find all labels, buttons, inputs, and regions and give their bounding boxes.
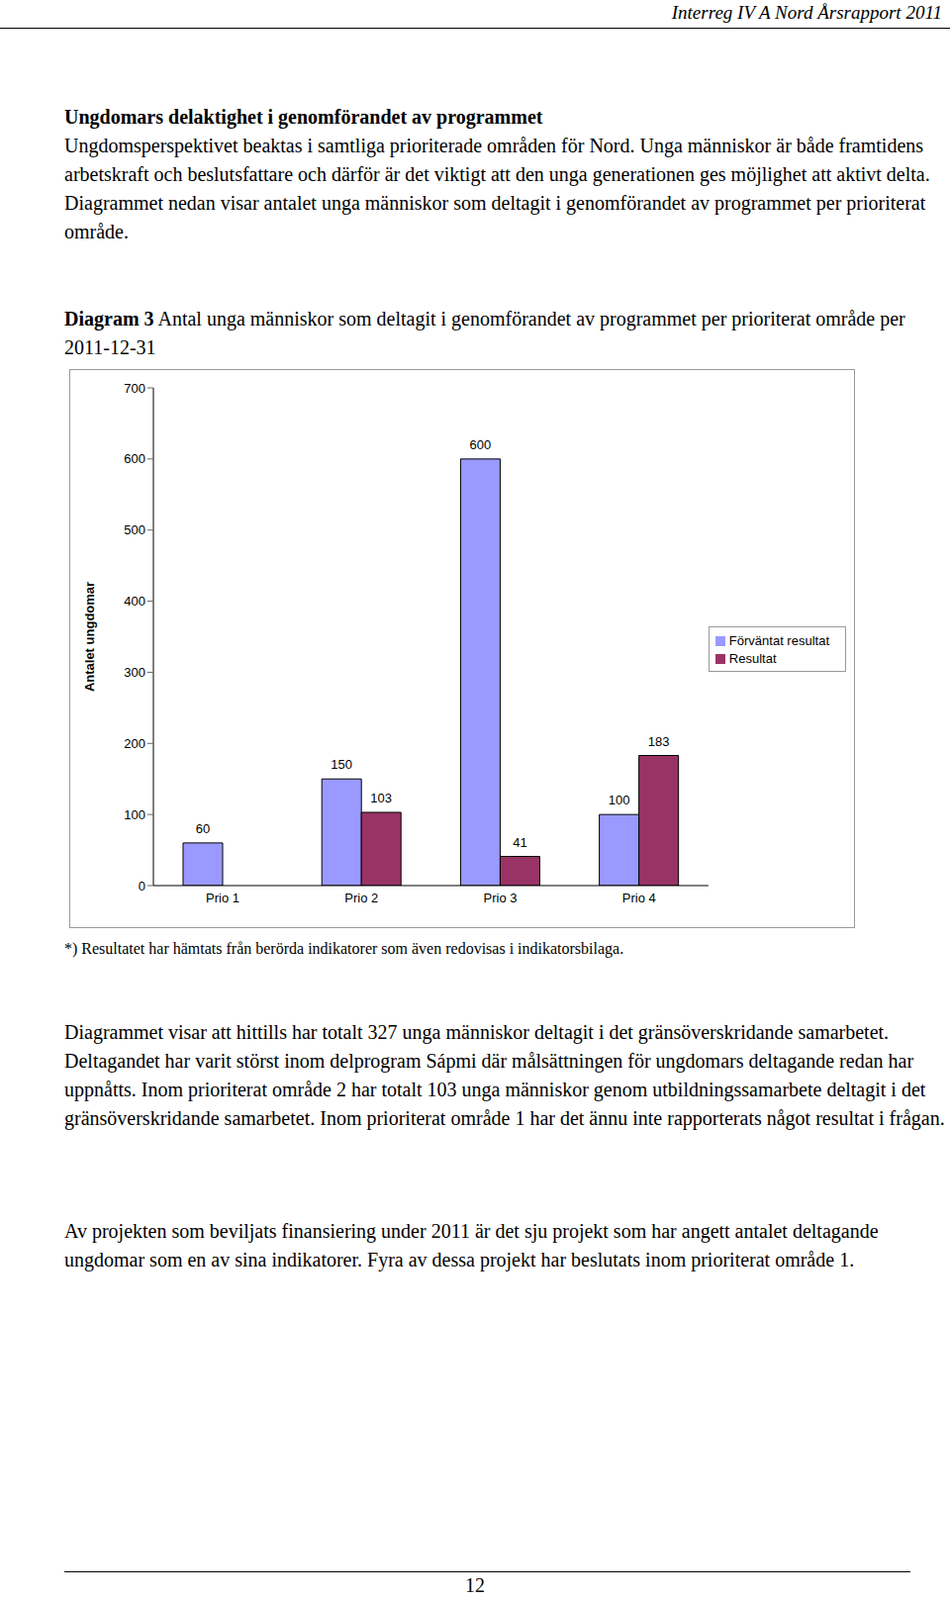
svg-text:183: 183 (648, 734, 670, 750)
svg-text:600: 600 (470, 437, 492, 453)
svg-text:100: 100 (608, 792, 631, 808)
svg-text:200: 200 (123, 736, 146, 752)
svg-text:700: 700 (123, 380, 146, 396)
svg-text:300: 300 (123, 665, 146, 680)
html-text:Ungdomars delaktighet i genomf: Ungdomars delaktighet i genomförandet av… (64, 105, 543, 128)
svg-text:Prio 4: Prio 4 (622, 890, 657, 906)
html-text:Ungdomsperspektivet beaktas i: Ungdomsperspektivet beaktas i samtliga p… (64, 134, 930, 243)
svg-text:Antalet ungdomar: Antalet ungdomar (82, 581, 97, 692)
svg-text:60: 60 (195, 821, 210, 837)
html-text:Resultat: Resultat (729, 650, 777, 666)
svg-text:500: 500 (123, 522, 146, 538)
svg-text:Prio 3: Prio 3 (483, 890, 518, 906)
html-text:Diagram 3 Antal unga människor: Diagram 3 Antal unga människor som delta… (64, 307, 906, 359)
html-text:Diagrammet visar att hittills: Diagrammet visar att hittills har totalt… (64, 1021, 945, 1130)
svg-text:Prio 2: Prio 2 (344, 890, 379, 906)
html-text:*) Resultatet har hämtats från: *) Resultatet har hämtats från berörda i… (64, 940, 624, 957)
svg-text:41: 41 (512, 835, 527, 851)
svg-text:600: 600 (123, 451, 146, 467)
svg-text:150: 150 (330, 757, 353, 772)
svg-text:100: 100 (123, 807, 146, 823)
html-text:Av projekten som beviljats fin: Av projekten som beviljats finansiering … (64, 1220, 879, 1271)
svg-text:400: 400 (123, 593, 146, 609)
html-text:Förväntat resultat: Förväntat resultat (729, 632, 830, 648)
html-text:Interreg IV A Nord Årsrapport: Interreg IV A Nord Årsrapport 2011 (671, 1, 943, 23)
svg-text:Prio 1: Prio 1 (205, 890, 240, 906)
svg-text:0: 0 (138, 878, 146, 894)
svg-text:103: 103 (370, 790, 392, 806)
html-text:12: 12 (465, 1574, 485, 1597)
